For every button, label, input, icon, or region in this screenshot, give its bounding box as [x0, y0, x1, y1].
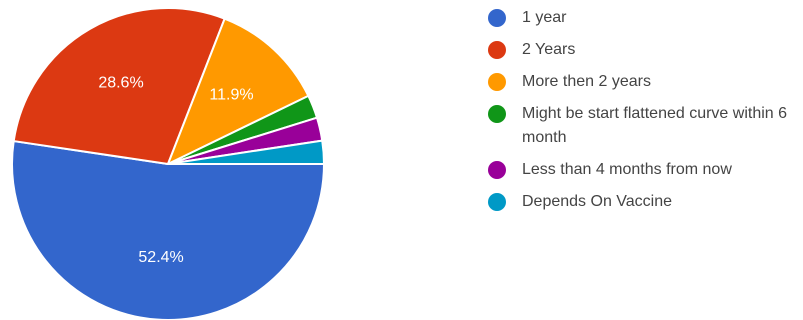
legend-item-5: Less than 4 months from now	[488, 158, 803, 182]
legend-swatch-2	[488, 41, 506, 59]
legend-label-4: Might be start flattened curve within 6 …	[522, 105, 788, 146]
legend-label-6: Depends On Vaccine	[522, 193, 673, 210]
pie-chart: 52.4% 28.6% 11.9%	[11, 7, 325, 320]
legend-label-1: 1 year	[522, 9, 567, 26]
legend-item-2: 2 Years	[488, 38, 803, 62]
legend: 1 year 2 Years More then 2 years Might be s…	[488, 6, 803, 222]
legend-item-6: Depends On Vaccine	[488, 190, 803, 214]
legend-swatch-5	[488, 161, 506, 179]
legend-swatch-6	[488, 193, 506, 211]
pie-slices	[11, 7, 325, 320]
pie-data-label-2: 28.6%	[98, 75, 143, 92]
legend-swatch-4	[488, 105, 506, 123]
legend-item-1: 1 year	[488, 6, 803, 30]
legend-label-3: More then 2 years	[522, 73, 651, 90]
legend-item-3: More then 2 years	[488, 70, 803, 94]
pie-slice-3	[167, 17, 310, 165]
pie-data-label-1: 52.4%	[138, 249, 183, 266]
pie-data-label-3: 11.9%	[209, 87, 253, 104]
legend-label-2: 2 Years	[522, 41, 576, 58]
legend-swatch-1	[488, 9, 506, 27]
pie-slice-2	[12, 7, 226, 165]
legend-label-5: Less than 4 months from now	[522, 161, 732, 178]
legend-item-4: Might be start flattened curve within 6 …	[488, 102, 803, 150]
pie-labels: 52.4% 28.6% 11.9%	[98, 75, 253, 266]
pie-slice-1	[11, 140, 325, 320]
legend-swatch-3	[488, 73, 506, 91]
pie-slice-6	[167, 139, 325, 165]
